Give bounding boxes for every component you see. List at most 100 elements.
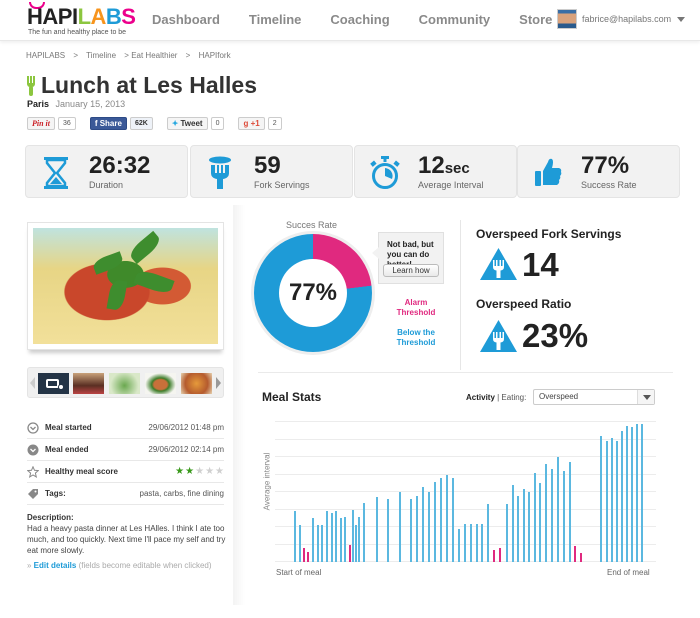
chart-bar	[321, 525, 323, 562]
average-interval-label: Average Interval	[418, 180, 484, 190]
meal-stats-title: Meal Stats	[262, 390, 322, 404]
chart-bar	[422, 486, 424, 562]
meal-started-row: Meal started 29/06/2012 01:48 pm	[27, 417, 224, 439]
meal-city: Paris	[27, 99, 50, 109]
user-menu[interactable]: fabrice@hapilabs.com	[557, 9, 686, 29]
chart-bar	[534, 472, 536, 562]
star-empty-icon[interactable]: ★	[195, 466, 205, 477]
nav-coaching[interactable]: Coaching	[330, 12, 390, 27]
meal-photo[interactable]	[27, 222, 224, 350]
thumbs-up-icon	[535, 158, 562, 186]
chevron-down-icon[interactable]	[677, 16, 686, 22]
settings-gear-icon	[58, 384, 64, 390]
chart-gridline	[275, 491, 656, 492]
chart-bar	[317, 525, 319, 562]
tweet-count: 0	[210, 117, 225, 130]
breadcrumb-hapifork[interactable]: HAPIfork	[198, 51, 231, 60]
logo-tagline: The fun and healthy place to be	[28, 29, 127, 36]
chart-bar	[512, 485, 514, 562]
warning-fork-icon	[480, 248, 517, 280]
legend-below-threshold: Below the Threshold	[396, 328, 436, 347]
meal-details: Meal started 29/06/2012 01:48 pm Meal en…	[27, 417, 224, 505]
chart-bar	[631, 427, 633, 562]
star-empty-icon[interactable]: ★	[215, 466, 224, 477]
chart-gridline	[275, 473, 656, 475]
learn-how-button[interactable]: Learn how	[383, 264, 439, 277]
pinterest-button[interactable]: Pin it	[27, 117, 56, 130]
success-rate-value: 77%	[581, 152, 630, 179]
chart-bar	[428, 492, 430, 562]
chart-bar	[523, 488, 525, 562]
facebook-share-button[interactable]: f Share	[89, 117, 127, 130]
chart-bar	[539, 483, 541, 562]
success-rate-chart-title: Succes Rate	[286, 220, 338, 230]
star-filled-icon[interactable]: ★	[175, 466, 185, 477]
social-share-bar: Pin it 36 f Share 62K ✦ Tweet 0 g +1 2	[27, 117, 296, 130]
meal-started-value: 29/06/2012 01:48 pm	[148, 423, 224, 432]
chart-bar	[517, 495, 519, 562]
healthy-score-stars[interactable]: ★ ★ ★ ★ ★	[174, 466, 224, 477]
warning-fork-icon	[480, 320, 517, 352]
thumbnail-steak[interactable]	[73, 373, 104, 394]
hapilabs-logo[interactable]: HAPILABS The fun and healthy place to be	[27, 2, 136, 38]
star-outline-icon	[27, 465, 39, 478]
thumbnail-salad[interactable]	[109, 373, 140, 394]
clock-outline-icon	[27, 421, 39, 434]
chart-bar	[636, 423, 638, 562]
filter-activity-link[interactable]: Activity	[466, 393, 495, 402]
chart-bar	[363, 502, 365, 562]
nav-store[interactable]: Store	[519, 12, 553, 27]
clock-filled-icon	[27, 444, 39, 455]
breadcrumb-eat-healthier[interactable]: > Eat Healthier	[124, 51, 178, 60]
chart-bar	[606, 441, 608, 562]
meal-date: January 15, 2013	[55, 99, 126, 109]
overspeed-servings-title: Overspeed Fork Servings	[476, 227, 622, 241]
chart-bar	[349, 544, 351, 562]
chart-bar	[569, 462, 571, 562]
chart-bar	[358, 516, 360, 562]
add-photo-button[interactable]	[38, 373, 69, 394]
tweet-button[interactable]: ✦ Tweet	[166, 117, 208, 130]
chart-bar	[557, 457, 559, 562]
thumbnails-next-arrow-icon[interactable]	[216, 377, 221, 389]
success-rate-label: Success Rate	[581, 180, 637, 190]
chart-gridline	[275, 456, 656, 457]
main-nav: Dashboard Timeline Coaching Community St…	[152, 12, 581, 27]
nav-timeline[interactable]: Timeline	[248, 12, 302, 27]
overspeed-ratio-value: 23%	[522, 317, 589, 354]
thumbnails-prev-arrow-icon[interactable]	[30, 377, 35, 389]
chart-bar	[387, 499, 389, 562]
breadcrumb-timeline[interactable]: Timeline	[86, 51, 117, 60]
fork-icon	[27, 75, 35, 96]
user-email[interactable]: fabrice@hapilabs.com	[582, 14, 672, 24]
chart-bar	[434, 481, 436, 562]
stat-card-average-interval: 12sec Average Interval	[354, 145, 517, 198]
meal-stats-bar-chart	[275, 421, 656, 562]
tag-icon	[28, 488, 38, 499]
chart-bar	[399, 492, 401, 562]
breadcrumb-hapilabs[interactable]: HAPILABS	[26, 51, 66, 60]
thumbnail-bruschetta[interactable]	[181, 373, 212, 394]
healthy-score-row: Healthy meal score ★ ★ ★ ★ ★	[27, 461, 224, 483]
google-plus-button[interactable]: g +1	[238, 117, 265, 130]
star-filled-icon[interactable]: ★	[185, 466, 195, 477]
chart-bar	[487, 504, 489, 562]
chart-bar	[616, 441, 618, 562]
eating-filter-select[interactable]: Overspeed	[533, 389, 655, 405]
chart-bar	[294, 511, 296, 562]
avatar[interactable]	[557, 9, 577, 29]
chart-bar	[621, 430, 623, 562]
edit-details-link[interactable]: Edit details	[33, 561, 77, 570]
nav-dashboard[interactable]: Dashboard	[152, 12, 220, 27]
nav-community[interactable]: Community	[418, 12, 491, 27]
chart-bar	[326, 511, 328, 562]
chevron-down-icon	[643, 395, 651, 400]
breadcrumb-separator: >	[185, 51, 191, 60]
star-empty-icon[interactable]: ★	[205, 466, 215, 477]
twitter-bird-icon: ✦	[171, 119, 179, 128]
edit-details-row: » Edit details (fields become editable w…	[27, 561, 212, 570]
chart-bar	[563, 471, 565, 562]
chart-gridline	[275, 508, 656, 510]
chart-bar	[335, 511, 337, 562]
thumbnail-fish[interactable]	[145, 373, 176, 394]
